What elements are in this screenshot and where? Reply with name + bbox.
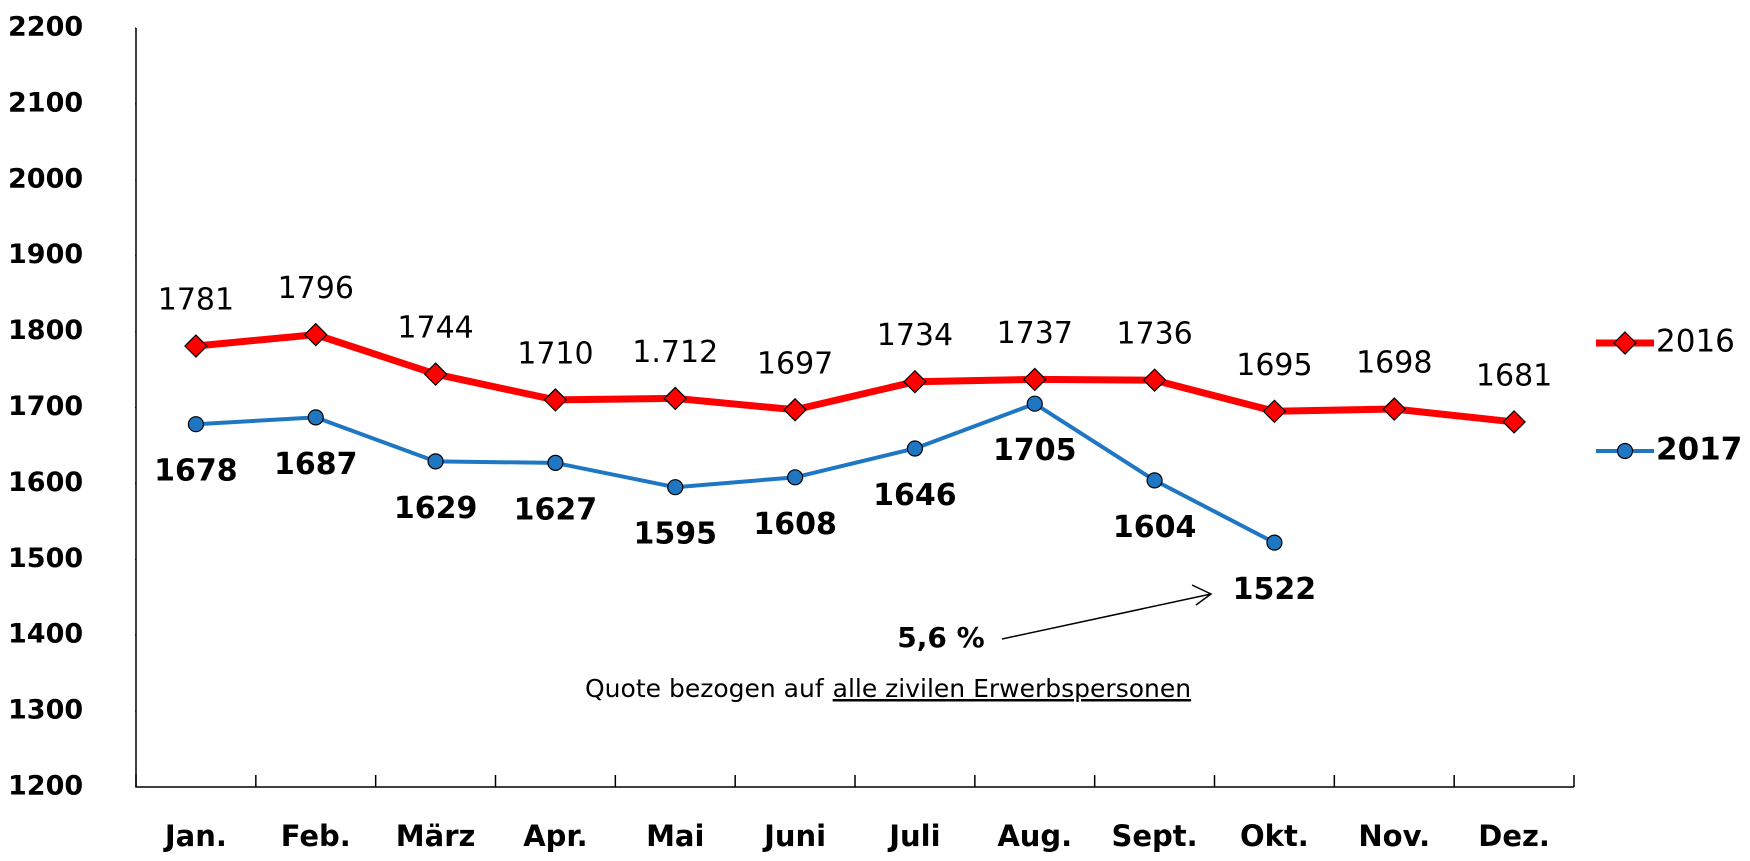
y-tick-label: 1300 <box>8 695 83 726</box>
marker <box>1266 534 1283 551</box>
data-label: 1697 <box>757 346 833 381</box>
data-label: 1687 <box>274 447 358 482</box>
x-tick-label: Feb. <box>281 819 351 853</box>
marker <box>1382 397 1407 421</box>
data-label: 1744 <box>397 311 473 346</box>
marker <box>427 453 444 470</box>
y-tick-label: 2200 <box>8 12 83 43</box>
marker <box>783 397 807 422</box>
data-label: 1522 <box>1233 572 1317 607</box>
marker <box>423 362 448 386</box>
data-label: 1796 <box>278 271 354 306</box>
data-label: 1604 <box>1113 510 1197 545</box>
marker <box>547 454 564 472</box>
marker <box>1026 395 1043 412</box>
x-tick-label: Apr. <box>523 819 587 853</box>
data-label: 1681 <box>1476 358 1552 393</box>
y-tick-label: 1600 <box>8 467 83 498</box>
y-tick-label: 1700 <box>8 391 83 422</box>
legend-label: 2017 <box>1656 432 1742 468</box>
data-label: 1734 <box>877 318 953 353</box>
data-label: 1629 <box>394 491 478 526</box>
data-label: 1627 <box>514 492 598 527</box>
data-label: 1608 <box>753 507 837 542</box>
x-tick-label: Okt. <box>1240 819 1309 853</box>
marker <box>786 469 804 486</box>
y-tick-label: 2100 <box>8 87 83 118</box>
marker <box>903 369 927 394</box>
marker <box>667 479 684 496</box>
marker <box>184 334 208 358</box>
data-label: 1781 <box>158 283 234 318</box>
note: Quote bezogen auf alle zivilen Erwerbsper… <box>585 674 1191 703</box>
series-line <box>195 331 1515 426</box>
data-label: 1678 <box>154 454 238 489</box>
data-label: 1710 <box>517 336 593 371</box>
marker <box>1142 368 1167 393</box>
x-tick-label: Dez. <box>1478 819 1550 853</box>
legend-label: 2016 <box>1656 324 1735 360</box>
marker <box>1616 442 1634 460</box>
marker <box>1146 472 1163 489</box>
data-label: 1705 <box>993 433 1077 468</box>
data-label: 1736 <box>1116 317 1192 352</box>
data-label: 1695 <box>1236 348 1312 383</box>
x-tick-label: März <box>396 819 476 853</box>
x-tick-label: Aug. <box>997 819 1072 853</box>
arrow-head <box>1191 584 1213 606</box>
y-tick-label: 1400 <box>8 619 83 650</box>
y-tick-label: 1200 <box>8 771 83 802</box>
marker <box>187 416 205 433</box>
x-tick-label: Sept. <box>1111 819 1197 853</box>
x-tick-label: Juni <box>762 819 826 853</box>
annotation: 5,6 % <box>897 621 984 654</box>
marker <box>906 440 924 457</box>
data-label: 1698 <box>1356 346 1432 381</box>
arrow <box>1001 593 1212 640</box>
marker <box>307 409 324 426</box>
x-tick-label: Mai <box>646 819 704 853</box>
series-line <box>195 401 1276 545</box>
y-tick-label: 1900 <box>8 239 83 270</box>
data-label: 1595 <box>634 517 718 552</box>
x-tick-label: Nov. <box>1358 819 1430 853</box>
marker <box>1022 367 1047 392</box>
x-tick-label: Juli <box>887 819 940 853</box>
data-label: 1737 <box>997 316 1073 351</box>
marker <box>303 322 328 347</box>
x-tick-label: Jan. <box>163 819 227 853</box>
data-label: 1.712 <box>632 335 718 370</box>
marker <box>1502 410 1526 434</box>
y-tick-label: 1500 <box>8 543 83 574</box>
y-tick-label: 1800 <box>8 315 83 346</box>
marker <box>1262 399 1287 424</box>
marker <box>1613 331 1637 355</box>
marker <box>663 386 688 411</box>
y-tick-label: 2000 <box>8 163 83 194</box>
marker <box>543 388 568 412</box>
data-label: 1646 <box>873 478 957 513</box>
